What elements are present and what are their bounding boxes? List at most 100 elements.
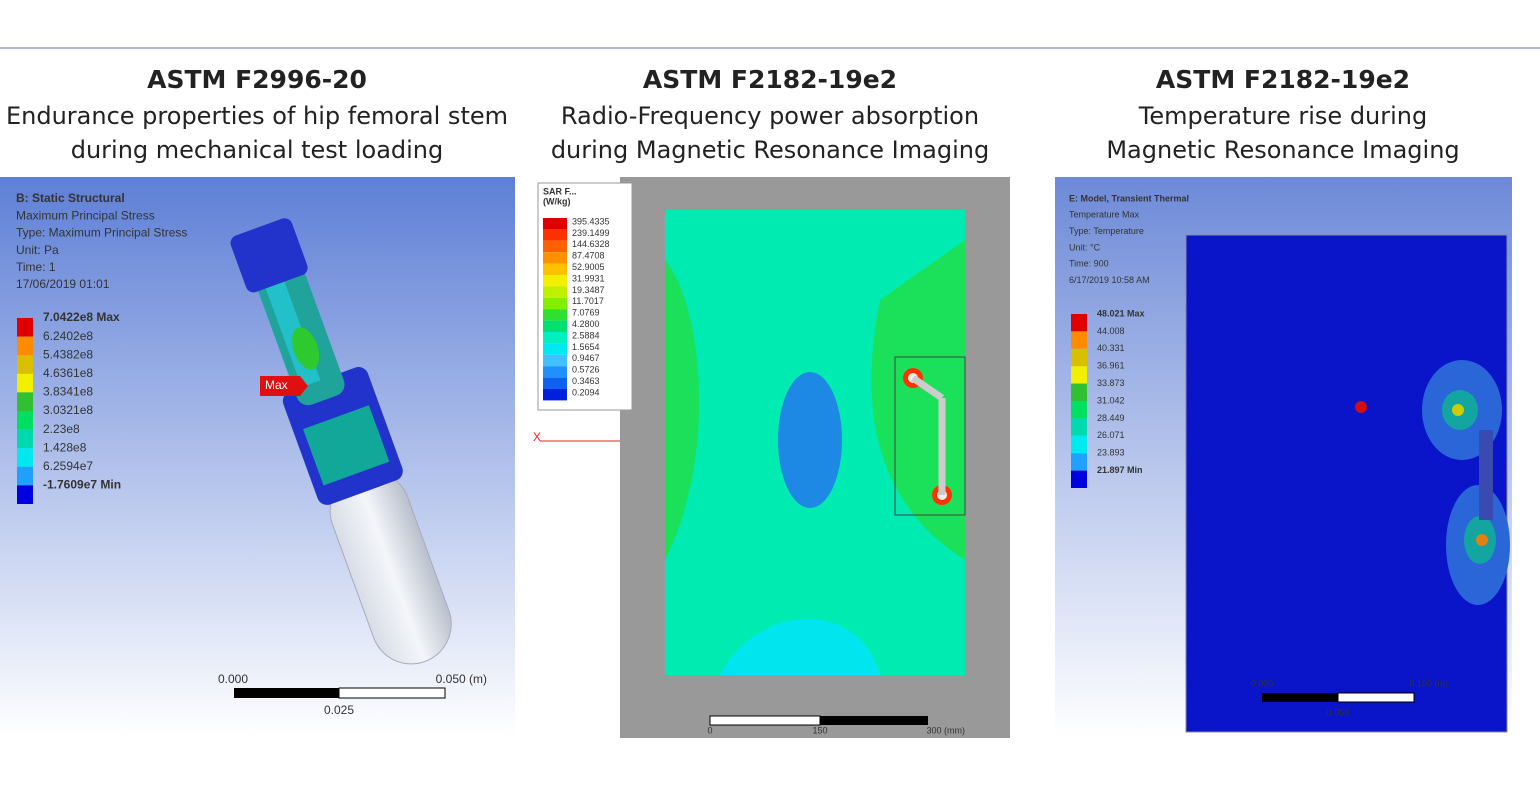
legend-label: 23.893 [1097, 448, 1125, 458]
sar-image [537, 177, 1010, 738]
legend-swatch [17, 355, 33, 374]
legend-label: 395.4335 [572, 216, 610, 226]
legend-label: 7.0422e8 Max [43, 310, 120, 324]
legend-label: 3.0321e8 [43, 403, 93, 417]
legend-swatch [543, 354, 567, 367]
legend-label: 0.3463 [572, 376, 600, 386]
legend-swatch [1071, 435, 1087, 454]
info-line: Type: Maximum Principal Stress [16, 226, 187, 240]
legend-swatch [17, 448, 33, 467]
legend-swatch [543, 218, 567, 230]
legend-swatch [543, 240, 567, 253]
legend-label: 7.0769 [572, 308, 600, 318]
legend-label: 2.23e8 [43, 422, 80, 436]
stress-image [0, 177, 515, 737]
scale-label: 300 (mm) [926, 725, 965, 735]
legend-label: 21.897 Min [1097, 465, 1143, 475]
panel-subtitle: Magnetic Resonance Imaging [1106, 136, 1459, 164]
legend-label: 11.7017 [572, 296, 604, 306]
legend-label: 0.5726 [572, 365, 600, 375]
info-line: Temperature Max [1069, 210, 1140, 220]
info-line: Time: 900 [1069, 259, 1109, 269]
legend-label: 6.2402e8 [43, 329, 93, 343]
legend-swatch [17, 373, 33, 393]
legend-swatch [1071, 470, 1087, 488]
legend-label: 31.042 [1097, 395, 1125, 405]
legend-label: 4.2800 [572, 319, 600, 329]
axis-label: X [533, 430, 541, 444]
legend-swatch [1071, 314, 1087, 332]
legend-label: 87.4708 [572, 251, 605, 261]
legend-swatch [543, 286, 567, 298]
panel-standard: ASTM F2996-20 [147, 65, 367, 94]
legend-swatch [1071, 383, 1087, 401]
legend-label: 3.8341e8 [43, 385, 93, 399]
legend-label: 52.9005 [572, 262, 605, 272]
legend-swatch [543, 309, 567, 321]
legend-swatch [17, 336, 33, 356]
scale-label: 0.025 [324, 703, 354, 717]
info-line: 6/17/2019 10:58 AM [1069, 275, 1150, 285]
legend-swatch [1071, 366, 1087, 384]
legend-label: 1.5654 [572, 342, 600, 352]
legend-swatch [543, 263, 567, 275]
legend-label: 31.9931 [572, 273, 605, 283]
legend-swatch [543, 389, 567, 401]
legend-swatch [543, 377, 567, 389]
info-line: Unit: °C [1069, 242, 1101, 252]
legend-swatch [17, 485, 33, 504]
legend-swatch [543, 366, 567, 378]
legend-label: 2.5884 [572, 330, 600, 340]
legend-label: 1.428e8 [43, 440, 87, 454]
legend-swatch [17, 429, 33, 449]
legend-swatch [543, 320, 567, 332]
legend-label: 40.331 [1097, 343, 1125, 353]
legend-label: 26.071 [1097, 430, 1125, 440]
legend-label: 28.449 [1097, 413, 1125, 423]
info-line: E: Model, Transient Thermal [1069, 193, 1189, 203]
legend-label: 36.961 [1097, 361, 1125, 371]
info-line: Type: Temperature [1069, 226, 1144, 236]
max-marker: Max [265, 378, 288, 392]
legend-title: SAR F... [543, 186, 577, 196]
legend-swatch [543, 229, 567, 241]
legend-swatch [543, 252, 567, 264]
legend-label: 19.3487 [572, 285, 605, 295]
panel-subtitle: Radio-Frequency power absorption [561, 102, 979, 130]
panel-subtitle: Temperature rise during [1138, 102, 1428, 130]
panel-standard: ASTM F2182-19e2 [1156, 65, 1410, 94]
scale-label: 0 [707, 725, 712, 735]
info-line: Time: 1 [16, 260, 56, 274]
scale-label: 0.050 (m) [436, 672, 487, 686]
legend-label: 33.873 [1097, 378, 1125, 388]
panel-subtitle: during mechanical test loading [71, 136, 444, 164]
legend-swatch [17, 392, 33, 411]
scale-label: 0.050 [1327, 707, 1350, 717]
legend-swatch [1071, 348, 1087, 367]
legend-swatch [17, 318, 33, 337]
legend-label: 5.4382e8 [43, 347, 93, 361]
legend-swatch [543, 297, 567, 310]
info-line: B: Static Structural [16, 191, 125, 205]
info-line: Unit: Pa [16, 243, 59, 257]
scale-label: 0.000 [218, 672, 248, 686]
scale-label: 150 [812, 725, 827, 735]
legend-swatch [1071, 331, 1087, 349]
legend-label: 44.008 [1097, 326, 1125, 336]
legend-label: 6.2594e7 [43, 459, 93, 473]
legend-label: 144.6328 [572, 239, 610, 249]
legend-label: 0.2094 [572, 387, 600, 397]
info-line: Maximum Principal Stress [16, 208, 155, 222]
legend-swatch [543, 275, 567, 287]
legend-swatch [1071, 418, 1087, 436]
legend-title: (W/kg) [543, 196, 571, 206]
panel-standard: ASTM F2182-19e2 [643, 65, 897, 94]
panel-subtitle: during Magnetic Resonance Imaging [551, 136, 989, 164]
legend-label: 239.1499 [572, 228, 610, 238]
legend-label: 4.6361e8 [43, 366, 93, 380]
panel-subtitle: Endurance properties of hip femoral stem [6, 102, 508, 130]
legend-label: 0.9467 [572, 353, 600, 363]
legend-swatch [17, 411, 33, 430]
legend-swatch [543, 332, 567, 344]
